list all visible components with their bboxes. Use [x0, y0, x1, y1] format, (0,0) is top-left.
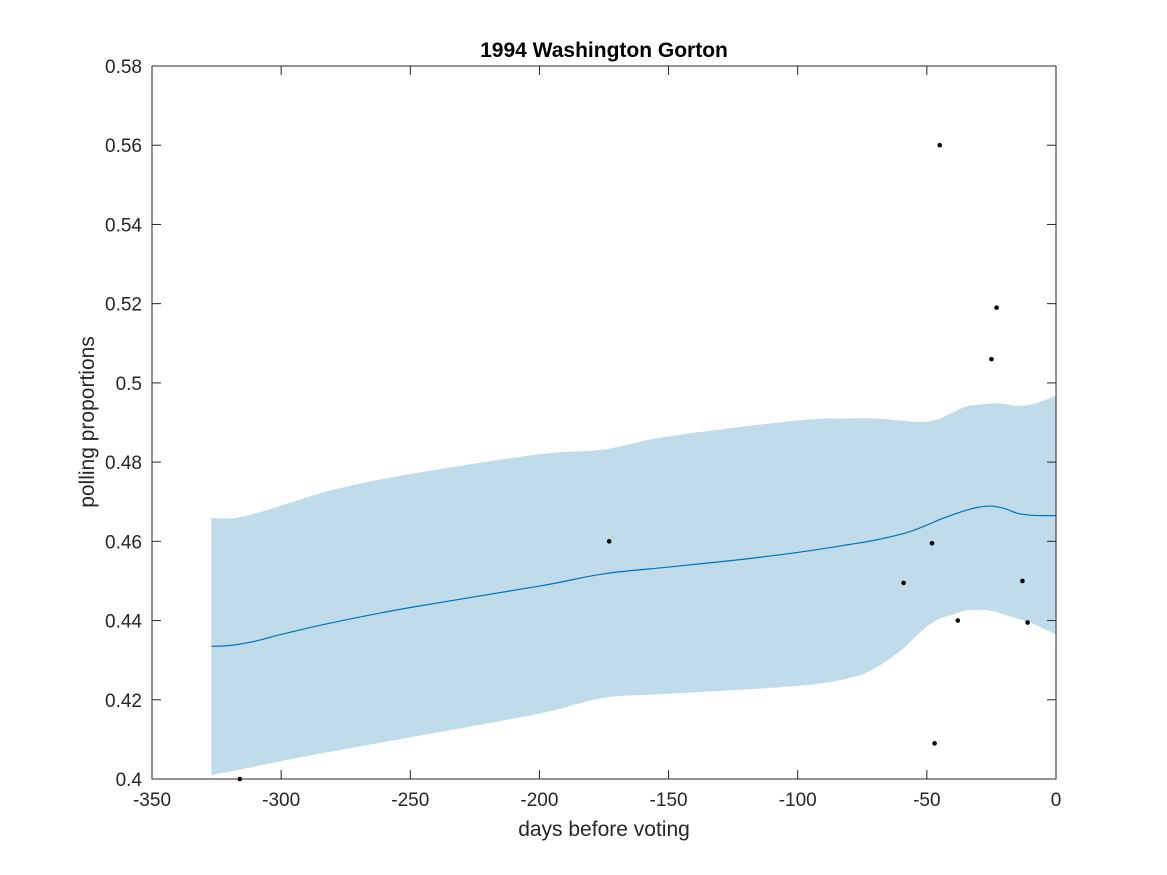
data-point [937, 142, 943, 148]
x-axis-label: days before voting [518, 818, 690, 841]
series-line [211, 505, 1057, 647]
x-tick-label: -100 [779, 790, 817, 811]
data-point [1020, 578, 1025, 584]
data-point [932, 741, 937, 746]
y-tick-label: 0.5 [116, 374, 142, 395]
axes-box [151, 65, 1057, 780]
data-point [955, 618, 961, 623]
data-point [606, 539, 612, 544]
x-tick-label: -150 [650, 790, 688, 811]
chart-title: 1994 Washington Gorton [480, 39, 728, 62]
x-tick-label: -350 [133, 790, 171, 811]
y-tick-label: 0.42 [105, 691, 142, 712]
x-tick-label: -300 [262, 790, 300, 811]
y-tick-label: 0.58 [105, 57, 142, 78]
y-tick-label: 0.4 [116, 770, 143, 791]
x-tick-label: -50 [913, 790, 940, 811]
x-tick-label: -200 [520, 790, 558, 811]
confidence-band [211, 395, 1056, 776]
y-tick-label: 0.52 [105, 295, 142, 316]
data-point [1025, 620, 1030, 625]
y-tick-label: 0.48 [105, 453, 142, 474]
data-point [929, 541, 935, 546]
axes: -350 -300 -250 -200 -150 -100 -50 0 0.4 0.42 0.44 0… [105, 57, 1061, 811]
data-point [901, 580, 906, 586]
y-tick-label: 0.54 [105, 215, 142, 236]
x-tick-label: -250 [391, 790, 429, 811]
y-tick-label: 0.44 [105, 612, 142, 633]
plot-area [211, 142, 1057, 782]
y-axis-label: polling proportions [76, 336, 99, 508]
data-point [989, 356, 994, 362]
x-tick-label: 0 [1051, 790, 1062, 811]
y-tick-label: 0.56 [105, 136, 142, 157]
data-point [994, 305, 999, 310]
y-tick-label: 0.46 [105, 532, 142, 553]
